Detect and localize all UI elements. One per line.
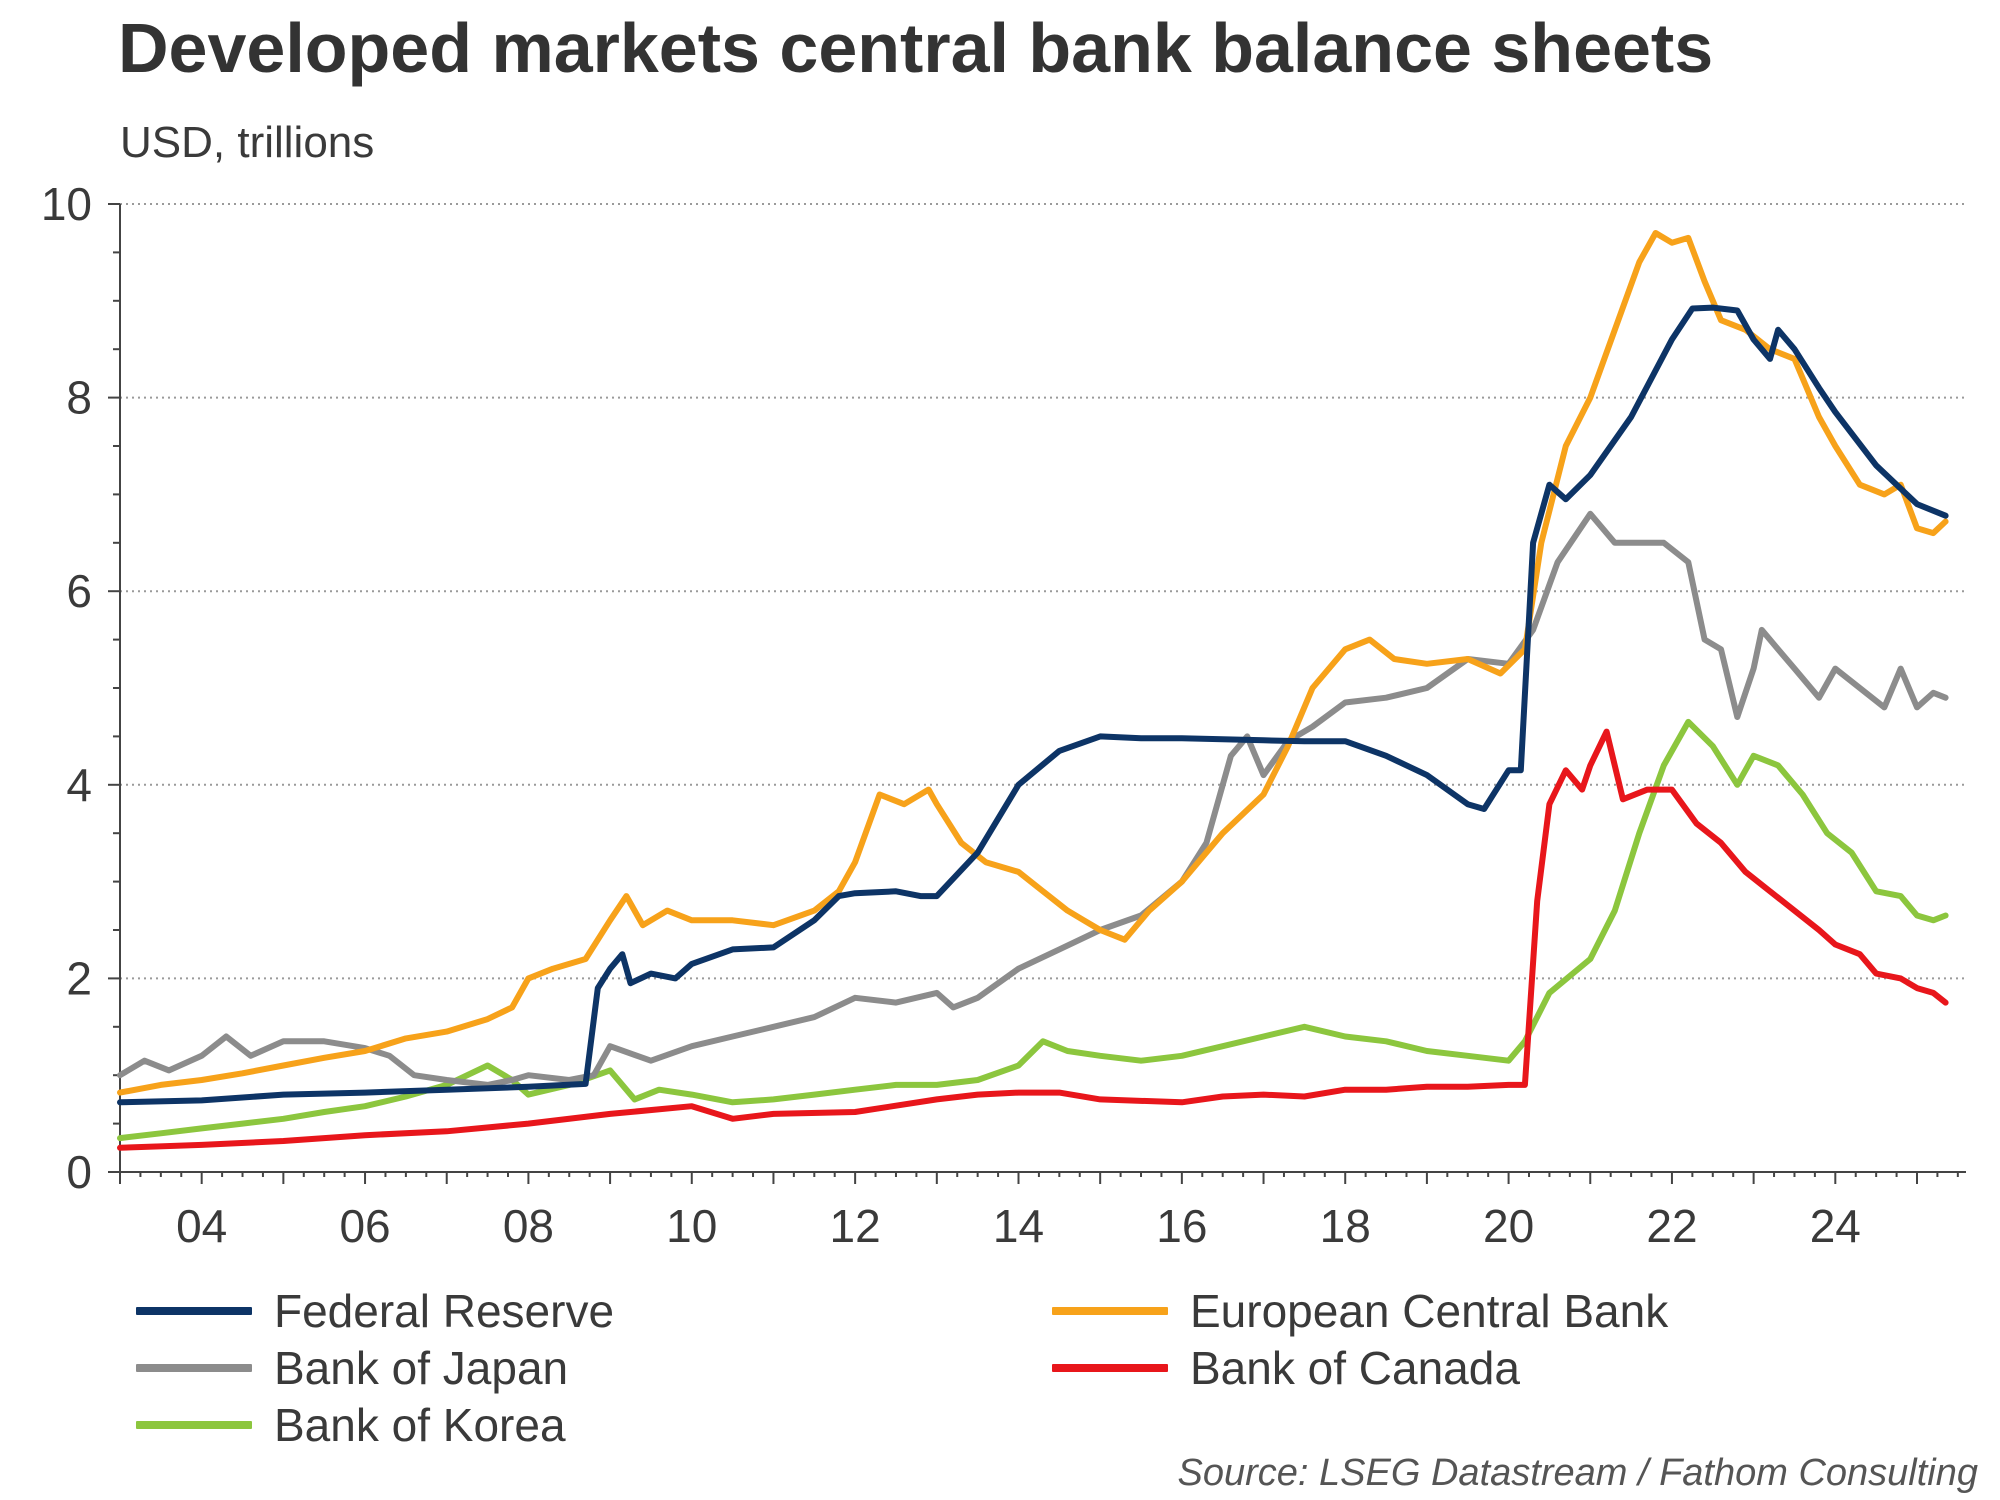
legend-label-bank-of-korea: Bank of Korea (274, 1399, 566, 1451)
x-tick-label: 04 (176, 1200, 227, 1252)
legend-item-bank-of-canada: Bank of Canada (1052, 1340, 1520, 1396)
legend-swatch-bank-of-korea (136, 1421, 252, 1429)
chart-subtitle: USD, trillions (120, 118, 375, 167)
y-tick-label: 6 (66, 565, 92, 617)
x-tick-label: 18 (1320, 1200, 1371, 1252)
x-tick-label: 10 (666, 1200, 717, 1252)
x-tick-label: 20 (1483, 1200, 1534, 1252)
legend-swatch-bank-of-japan (136, 1364, 252, 1372)
legend-item-bank-of-korea: Bank of Korea (136, 1397, 566, 1453)
legend-swatch-federal-reserve (136, 1307, 252, 1315)
legend-item-federal-reserve: Federal Reserve (136, 1283, 614, 1339)
y-tick-label: 4 (66, 759, 92, 811)
legend-label-federal-reserve: Federal Reserve (274, 1285, 615, 1337)
series-line-european-central-bank (117, 230, 1949, 1096)
legend-label-bank-of-canada: Bank of Canada (1190, 1342, 1520, 1394)
legend-label-european-central-bank: European Central Bank (1190, 1285, 1669, 1337)
axes (108, 203, 1966, 1184)
y-tick-label: 2 (66, 952, 92, 1004)
x-tick-label: 06 (339, 1200, 390, 1252)
series-line-bank-of-korea (117, 718, 1949, 1142)
x-tick-label: 22 (1646, 1200, 1697, 1252)
y-tick-label: 0 (66, 1146, 92, 1198)
chart-title: Developed markets central bank balance s… (118, 9, 1714, 87)
x-tick-label: 16 (1156, 1200, 1207, 1252)
series-line-bank-of-canada (117, 728, 1949, 1151)
legend-swatch-bank-of-canada (1052, 1364, 1168, 1372)
series-line-federal-reserve (117, 304, 1949, 1106)
gridlines (120, 203, 1966, 980)
x-tick-label: 08 (503, 1200, 554, 1252)
legend-label-bank-of-japan: Bank of Japan (274, 1342, 569, 1394)
source-note: Source: LSEG Datastream / Fathom Consult… (1177, 1452, 1978, 1494)
y-tick-label: 8 (66, 372, 92, 424)
y-tick-label: 10 (41, 178, 92, 230)
legend-swatch-european-central-bank (1052, 1307, 1168, 1315)
legend-item-european-central-bank: European Central Bank (1052, 1283, 1668, 1339)
legend-item-bank-of-japan: Bank of Japan (136, 1340, 568, 1396)
x-tick-label: 24 (1810, 1200, 1861, 1252)
series-lines (117, 230, 1949, 1151)
series-line-bank-of-japan (117, 510, 1949, 1088)
x-tick-label: 14 (993, 1200, 1044, 1252)
x-tick-label: 12 (830, 1200, 881, 1252)
